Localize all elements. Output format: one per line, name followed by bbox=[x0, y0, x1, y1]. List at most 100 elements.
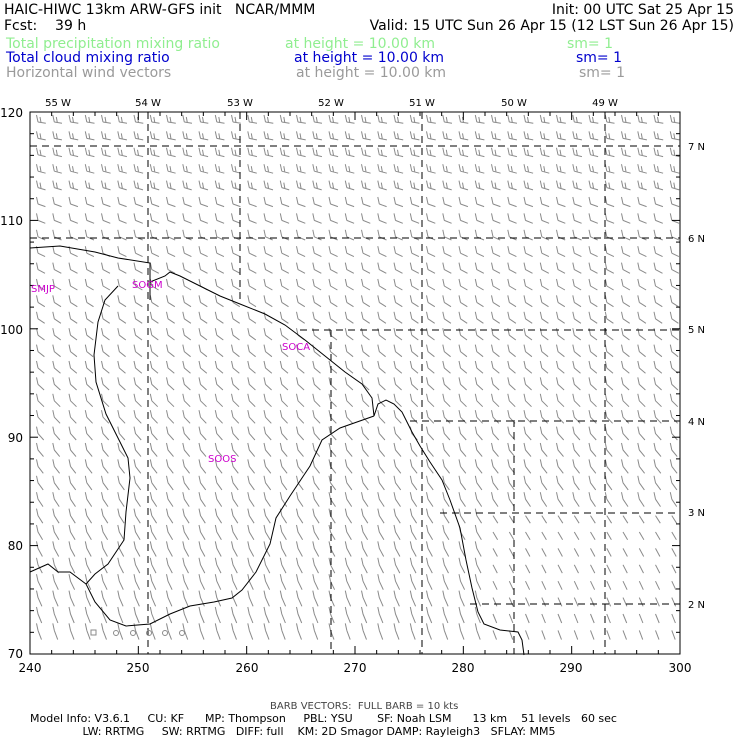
wind-barb bbox=[133, 574, 141, 590]
wind-barb bbox=[182, 328, 192, 341]
wind-barb bbox=[149, 147, 160, 158]
wind-barb bbox=[491, 426, 500, 441]
wind-barb bbox=[84, 114, 95, 124]
wind-barb bbox=[541, 531, 547, 541]
wind-barb bbox=[622, 597, 628, 607]
wind-barb bbox=[655, 548, 661, 557]
wind-barb bbox=[508, 548, 515, 557]
wind-barb bbox=[393, 557, 401, 574]
wind-barb bbox=[36, 328, 45, 341]
wind-barb bbox=[296, 311, 305, 324]
wind-barb bbox=[296, 164, 306, 174]
wind-barb bbox=[572, 360, 581, 374]
wind-barb bbox=[393, 180, 404, 191]
wind-barb bbox=[312, 114, 323, 124]
wind-barb bbox=[669, 426, 678, 441]
wind-barb bbox=[117, 541, 125, 557]
wind-barb bbox=[474, 262, 485, 274]
wind-barb bbox=[669, 328, 679, 341]
wind-barb bbox=[149, 131, 160, 141]
wind-barb bbox=[312, 262, 322, 274]
latitude-labels: 7 N 6 N 5 N 4 N 3 N 2 N bbox=[688, 142, 705, 611]
wind-barb bbox=[231, 344, 240, 358]
wind-barb bbox=[133, 524, 141, 541]
wind-barb bbox=[556, 262, 566, 274]
wind-barb bbox=[539, 393, 549, 408]
wind-barb bbox=[328, 180, 339, 191]
wind-barb bbox=[588, 246, 598, 258]
field-1-sm: sm= 1 bbox=[567, 36, 614, 52]
wind-barb bbox=[101, 623, 107, 640]
wind-barb bbox=[182, 278, 192, 291]
y-tick-label: 80 bbox=[8, 539, 23, 553]
wind-barb bbox=[328, 541, 336, 557]
wind-barb bbox=[393, 393, 402, 408]
wind-barb bbox=[442, 295, 452, 308]
wind-barb bbox=[84, 524, 92, 541]
wind-barb bbox=[525, 564, 531, 574]
wind-barb bbox=[198, 623, 205, 640]
wind-barb bbox=[133, 196, 144, 208]
wind-barb bbox=[149, 164, 160, 174]
wind-barb bbox=[101, 278, 111, 291]
wind-barb bbox=[149, 459, 158, 474]
wind-barb bbox=[491, 229, 501, 241]
wind-barb bbox=[409, 295, 419, 308]
wind-barb bbox=[393, 524, 401, 541]
wind-barb bbox=[458, 574, 466, 590]
wind-barb bbox=[52, 459, 60, 474]
wind-barb bbox=[393, 623, 400, 640]
wind-barb bbox=[361, 574, 368, 590]
wind-barb bbox=[604, 344, 614, 358]
wind-barb bbox=[231, 541, 238, 557]
wind-barb bbox=[84, 410, 93, 424]
wind-barb bbox=[133, 508, 141, 524]
wind-barb bbox=[263, 410, 272, 424]
wind-barb bbox=[214, 377, 224, 391]
wind-barb bbox=[68, 508, 76, 524]
wind-barb bbox=[474, 164, 485, 174]
wind-barb bbox=[296, 557, 303, 574]
wind-barb bbox=[539, 344, 549, 358]
wind-barb bbox=[541, 613, 546, 624]
wind-barb bbox=[539, 442, 548, 457]
wind-barb bbox=[344, 426, 353, 441]
coastline bbox=[29, 245, 525, 656]
wind-barb bbox=[491, 278, 501, 291]
wind-barb bbox=[214, 410, 223, 424]
wind-barb bbox=[573, 597, 579, 607]
wind-barb bbox=[653, 311, 663, 324]
wind-barb bbox=[572, 114, 583, 124]
wind-barb bbox=[377, 606, 384, 624]
wind-barb bbox=[263, 492, 271, 507]
wind-barb bbox=[263, 393, 272, 408]
wind-barb bbox=[539, 114, 550, 124]
wind-barb bbox=[198, 492, 206, 507]
wind-barb bbox=[166, 311, 175, 324]
wind-barb bbox=[556, 147, 566, 158]
wind-barb bbox=[117, 311, 127, 324]
wind-barb bbox=[474, 492, 483, 507]
wind-barb bbox=[117, 442, 126, 457]
wind-barb bbox=[604, 262, 615, 274]
wind-barb bbox=[198, 557, 206, 574]
wind-barb bbox=[279, 360, 289, 374]
wind-barb bbox=[231, 377, 240, 391]
wind-barb bbox=[590, 548, 596, 557]
wind-barb bbox=[442, 131, 452, 141]
wind-barb bbox=[263, 246, 273, 258]
wind-barb bbox=[361, 213, 371, 224]
wind-barb bbox=[556, 311, 565, 324]
wind-barb bbox=[133, 180, 144, 191]
wind-barb bbox=[149, 442, 158, 457]
wind-barb bbox=[653, 246, 663, 258]
wind-barb bbox=[231, 278, 241, 291]
wind-barb bbox=[637, 377, 646, 391]
wind-barb bbox=[492, 564, 498, 574]
wind-barb bbox=[541, 580, 547, 590]
wind-barb bbox=[671, 548, 677, 557]
wind-barb bbox=[573, 531, 580, 541]
wind-barb bbox=[669, 360, 679, 374]
wind-barb bbox=[84, 246, 95, 258]
wind-barb bbox=[279, 114, 290, 124]
